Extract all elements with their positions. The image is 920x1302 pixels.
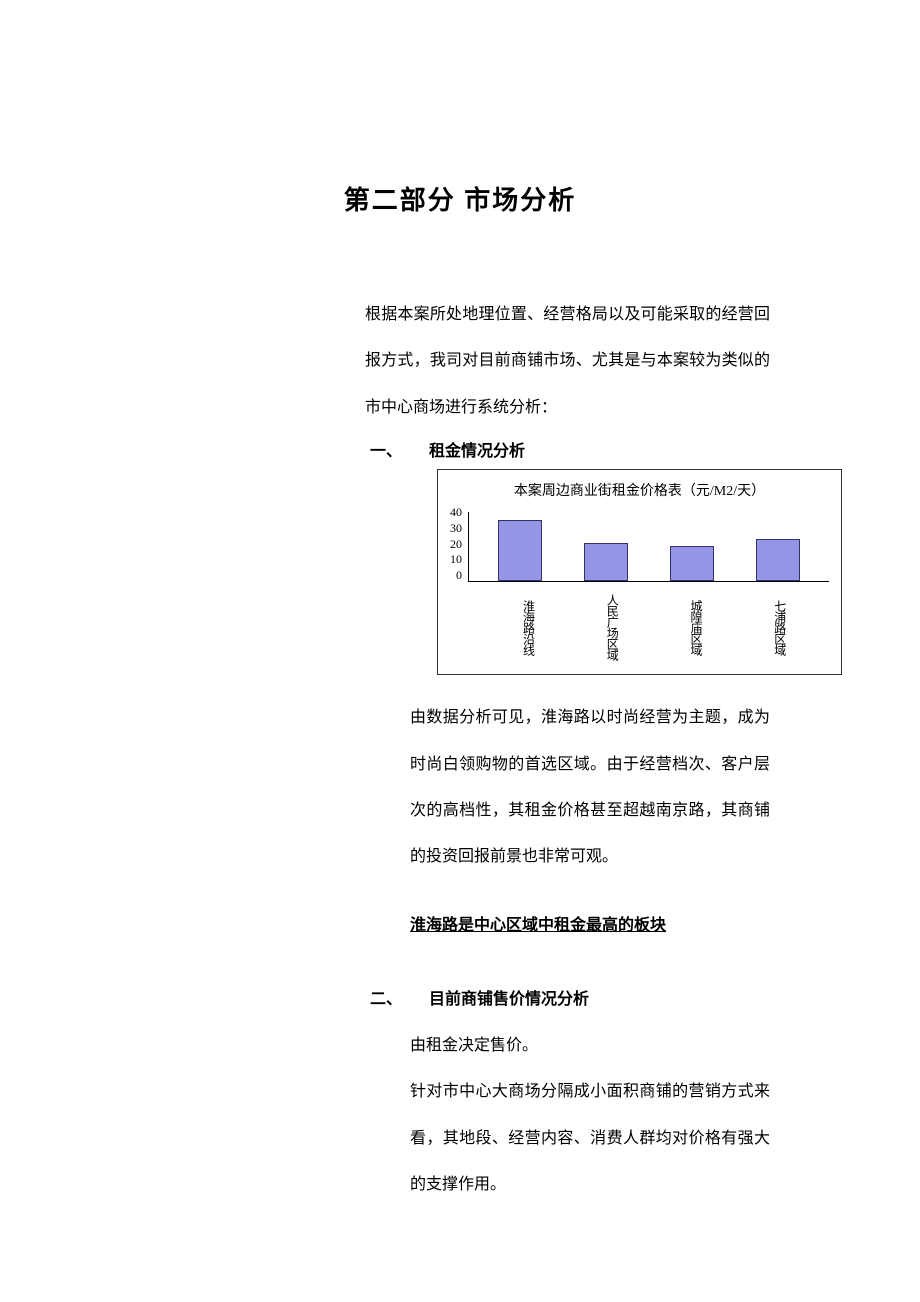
intro-paragraph: 根据本案所处地理位置、经营格局以及可能采取的经营回报方式，我司对目前商铺市场、尤…: [365, 292, 770, 431]
section-2-number: 二、: [370, 985, 425, 1009]
chart-plot-area: [468, 512, 829, 582]
section-1-header: 一、 租金情况分析: [370, 437, 800, 461]
body-2-line-2: 针对市中心大商场分隔成小面积商铺的营销方式来看，其地段、经营内容、消费人群均对价…: [410, 1069, 770, 1208]
xtick-label: 城隍庙区域: [673, 588, 717, 666]
chart-title: 本案周边商业街租金价格表（元/M2/天）: [450, 480, 829, 500]
xtick-label: 人民广场区域: [590, 588, 634, 666]
chart-bar: [584, 543, 628, 582]
emphasis-statement: 淮海路是中心区域中租金最高的板块: [410, 911, 800, 935]
analysis-paragraph-1: 由数据分析可见，淮海路以时尚经营为主题，成为时尚白领购物的首选区域。由于经营档次…: [410, 695, 770, 881]
ytick-label: 20: [450, 538, 462, 550]
section-1-title: 租金情况分析: [429, 443, 525, 460]
chart-bar: [756, 539, 800, 581]
chart-body: 40 30 20 10 0: [450, 512, 829, 582]
section-2-title: 目前商铺售价情况分析: [429, 991, 589, 1008]
chart-y-axis: 40 30 20 10 0: [450, 506, 462, 581]
document-page: 第二部分 市场分析 根据本案所处地理位置、经营格局以及可能采取的经营回报方式，我…: [0, 0, 920, 1268]
section-1-number: 一、: [370, 437, 425, 461]
page-title: 第二部分 市场分析: [120, 180, 800, 217]
rental-price-chart: 本案周边商业街租金价格表（元/M2/天） 40 30 20 10 0 淮海路沿线…: [437, 469, 842, 675]
ytick-label: 40: [450, 506, 462, 518]
section-2-header: 二、 目前商铺售价情况分析: [370, 985, 800, 1009]
chart-x-labels: 淮海路沿线人民广场区域城隍庙区域七浦路区域: [478, 588, 829, 666]
body-2-line-1: 由租金决定售价。: [410, 1023, 770, 1069]
xtick-label: 淮海路沿线: [506, 588, 550, 666]
ytick-label: 10: [450, 553, 462, 565]
ytick-label: 30: [450, 522, 462, 534]
chart-bar: [670, 546, 714, 581]
xtick-label: 七浦路区域: [757, 588, 801, 666]
chart-bar: [498, 520, 542, 581]
ytick-label: 0: [456, 569, 462, 581]
